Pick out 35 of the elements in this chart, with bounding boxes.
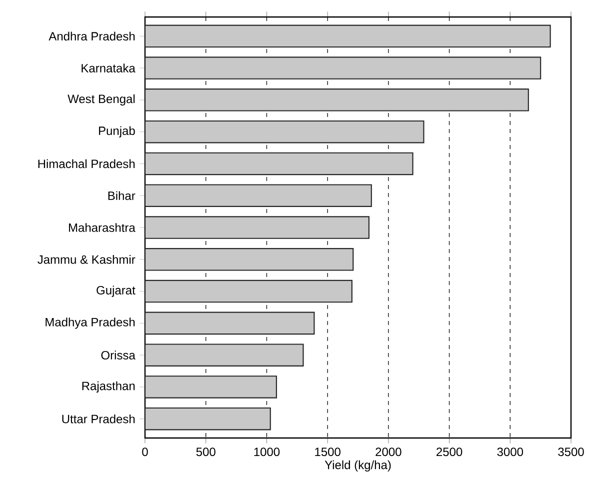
x-tick-label: 2000 xyxy=(376,448,402,456)
x-tick-label: 1000 xyxy=(254,448,280,456)
y-tick-label: Punjab xyxy=(99,126,135,138)
bar xyxy=(145,344,304,366)
y-tick-label: West Bengal xyxy=(68,94,135,106)
bar xyxy=(145,120,424,144)
bar xyxy=(145,152,414,176)
y-tick-label: Madhya Pradesh xyxy=(46,318,135,329)
bar xyxy=(145,248,354,271)
bar xyxy=(145,184,372,207)
y-tick-label: Gujarat xyxy=(96,286,136,297)
y-tick-label: Himachal Pradesh xyxy=(38,159,135,168)
x-tick-label: 2500 xyxy=(436,448,462,456)
bar xyxy=(145,88,529,112)
bar xyxy=(145,24,551,48)
bar xyxy=(145,407,271,430)
bar xyxy=(145,56,542,80)
x-tick-label: 0 xyxy=(142,448,148,456)
x-tick-label: 500 xyxy=(196,448,216,456)
y-tick-label: Bihar xyxy=(108,191,136,200)
x-axis-title: Yield (kg/ha) xyxy=(324,460,391,472)
x-tick-label: 3000 xyxy=(497,448,524,456)
y-tick-label: Andhra Pradesh xyxy=(48,32,135,41)
y-tick-label: Orissa xyxy=(101,350,136,360)
y-tick-label: Uttar Pradesh xyxy=(62,414,135,424)
bar xyxy=(145,280,352,303)
bar xyxy=(145,216,370,239)
x-tick-label: 3500 xyxy=(558,448,584,456)
y-tick-label: Maharashtra xyxy=(69,223,136,232)
bar xyxy=(145,312,315,335)
y-tick-label: Jammu & Kashmir xyxy=(38,254,136,264)
bar xyxy=(145,376,277,398)
y-tick-label: Karnataka xyxy=(82,64,136,72)
x-tick-label: 1500 xyxy=(315,448,340,456)
y-tick-label: Rajasthan xyxy=(82,381,135,393)
